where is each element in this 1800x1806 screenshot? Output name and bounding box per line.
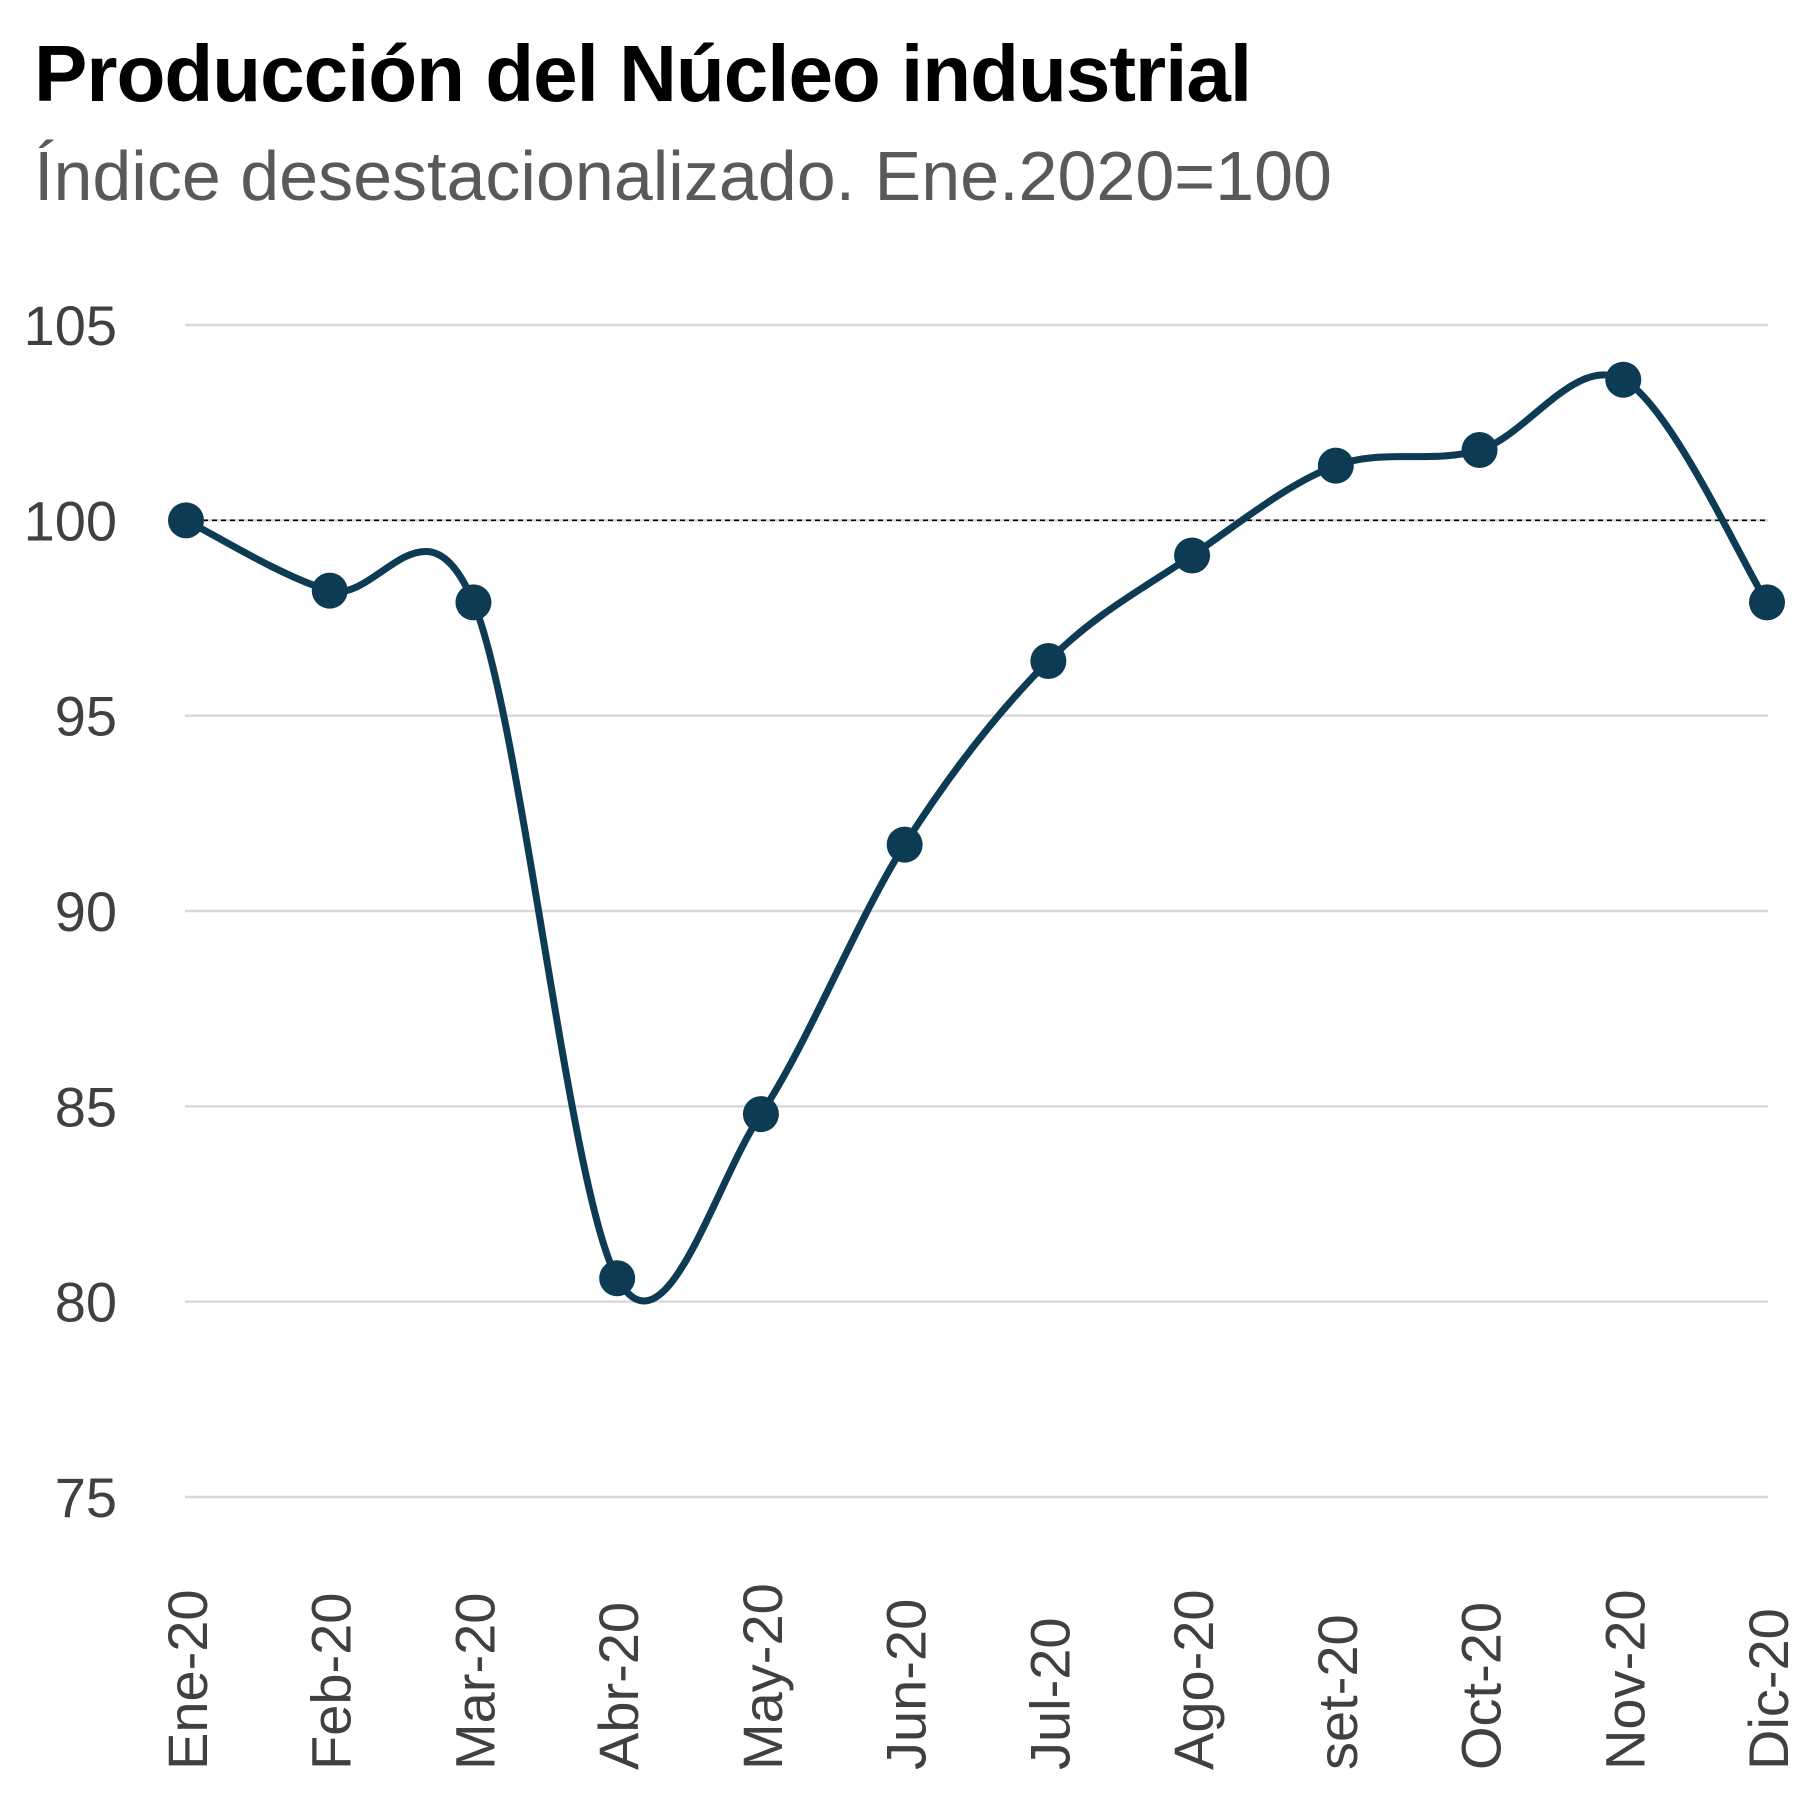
x-tick-label: Feb-20	[300, 1593, 363, 1770]
data-point-oct-20	[1461, 432, 1498, 469]
series-layer	[182, 371, 1771, 1305]
y-tick-label-100: 100	[24, 489, 117, 552]
data-point-may-20	[742, 1096, 779, 1133]
chart-subtitle: Índice desestacionalizado. Ene.2020=100	[34, 137, 1332, 215]
data-point-jun-20	[886, 826, 923, 863]
x-tick-label: Ene-20	[156, 1589, 219, 1770]
y-tick-label-80: 80	[55, 1271, 117, 1334]
y-axis: 75 80 85 90 95 100 105	[24, 294, 117, 1529]
data-points	[168, 361, 1785, 1297]
data-point-feb-20	[311, 572, 348, 609]
x-tick-label: Dic-20	[1737, 1608, 1800, 1770]
data-point-abr-20	[599, 1260, 636, 1297]
y-tick-label-90: 90	[55, 880, 117, 943]
data-point-set-20	[1317, 447, 1354, 484]
x-tick-label: Mar-20	[443, 1593, 506, 1770]
data-point-nov-20	[1605, 361, 1642, 398]
chart-title: Producción del Núcleo industrial	[34, 29, 1252, 118]
y-tick-label-75: 75	[55, 1466, 117, 1529]
y-tick-label-95: 95	[55, 685, 117, 748]
y-tick-label-105: 105	[24, 294, 117, 357]
x-tick-label: Jun-20	[875, 1599, 938, 1770]
x-tick-label: Nov-20	[1593, 1589, 1656, 1770]
x-tick-label: May-20	[731, 1583, 794, 1770]
data-point-mar-20	[455, 584, 492, 621]
x-tick-label: Abr-20	[587, 1602, 650, 1770]
x-tick-label: Ago-20	[1162, 1589, 1225, 1770]
data-point-jul-20	[1030, 642, 1067, 679]
data-point-ene-20	[168, 502, 204, 539]
series-line	[182, 371, 1771, 1305]
y-tick-label-85: 85	[55, 1075, 117, 1138]
x-tick-label: set-20	[1306, 1614, 1369, 1770]
x-tick-label: Jul-20	[1018, 1617, 1081, 1770]
data-point-dic-20	[1749, 584, 1785, 621]
x-axis: Ene-20 Feb-20 Mar-20 Abr-20 May-20 Jun-20 Jul-…	[156, 1583, 1800, 1770]
gridlines	[185, 323, 1768, 1499]
x-tick-label: Oct-20	[1450, 1602, 1513, 1770]
data-point-ago-20	[1174, 537, 1211, 574]
